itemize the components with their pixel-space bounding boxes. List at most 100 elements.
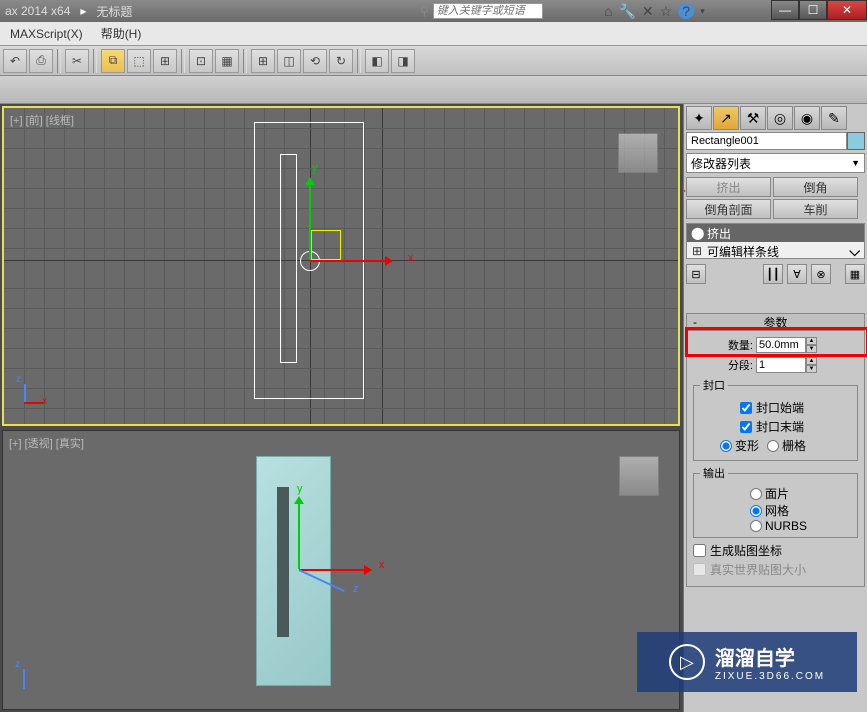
tb-6[interactable]: ⊞ bbox=[153, 49, 177, 73]
tb-8[interactable]: ▦ bbox=[215, 49, 239, 73]
toolbar-separator bbox=[93, 49, 97, 73]
viewcube[interactable] bbox=[619, 456, 659, 496]
maximize-button[interactable]: ☐ bbox=[799, 0, 827, 20]
menu-help[interactable]: 帮助(H) bbox=[101, 25, 142, 42]
amount-spinner[interactable]: ▲ ▼ bbox=[756, 337, 858, 353]
tab-create[interactable]: ✦ bbox=[686, 106, 712, 130]
tb-14[interactable]: ◨ bbox=[391, 49, 415, 73]
tab-utilities[interactable]: ✎ bbox=[821, 106, 847, 130]
nurbs-radio[interactable] bbox=[750, 520, 762, 532]
params-rollout-body: 数量: ▲ ▼ 分段: ▲ ▼ bbox=[686, 331, 865, 587]
viewport-front[interactable]: [+] [前] [线框] x y z x bbox=[2, 106, 680, 426]
house-icon[interactable]: ⌂ bbox=[604, 3, 612, 19]
segments-input[interactable] bbox=[756, 357, 806, 373]
viewport-label[interactable]: [+] [透视] [真实] bbox=[9, 435, 84, 451]
tb-13[interactable]: ◧ bbox=[365, 49, 389, 73]
object-color-swatch[interactable] bbox=[847, 132, 865, 150]
remove-modifier-button[interactable]: ⊗ bbox=[811, 264, 831, 284]
minimize-button[interactable]: — bbox=[771, 0, 799, 20]
tb-4[interactable]: ⧉ bbox=[101, 49, 125, 73]
wrench-icon[interactable]: 🔧 bbox=[618, 3, 635, 20]
configure-sets-button[interactable]: ▦ bbox=[845, 264, 865, 284]
tb-3[interactable]: ✂ bbox=[65, 49, 89, 73]
spinner-up-icon[interactable]: ▲ bbox=[806, 337, 817, 345]
show-end-result-button[interactable]: ┃┃ bbox=[763, 264, 783, 284]
tb-12[interactable]: ↻ bbox=[329, 49, 353, 73]
spinner-up-icon[interactable]: ▲ bbox=[806, 357, 817, 365]
amount-input[interactable] bbox=[756, 337, 806, 353]
title-icon-group: ⌂ 🔧 ✕ ☆ ? ▾ bbox=[604, 3, 705, 20]
viewports-container: [+] [前] [线框] x y z x [+] [透视] [真实] bbox=[0, 104, 683, 712]
patch-radio[interactable] bbox=[750, 488, 762, 500]
cap-end-checkbox[interactable] bbox=[740, 421, 752, 433]
watermark-cn: 溜溜自学 bbox=[715, 642, 825, 671]
stack-item-label: 挤出 bbox=[707, 225, 731, 242]
segments-spinner[interactable]: ▲ ▼ bbox=[756, 357, 858, 373]
search-input[interactable] bbox=[433, 3, 543, 19]
grid-radio[interactable] bbox=[767, 440, 779, 452]
stack-item-spline[interactable]: ⊞ 可编辑样条线 ⌵ bbox=[687, 242, 864, 260]
main-area: [+] [前] [线框] x y z x [+] [透视] [真实] bbox=[0, 104, 867, 712]
morph-radio[interactable] bbox=[720, 440, 732, 452]
cap-start-label: 封口始端 bbox=[756, 399, 804, 416]
real-world-checkbox bbox=[693, 563, 706, 576]
tab-motion[interactable]: ◎ bbox=[767, 106, 793, 130]
x-icon[interactable]: ✕ bbox=[642, 3, 654, 20]
stack-item-extrude[interactable]: ⬤ 挤出 bbox=[687, 224, 864, 242]
secondary-toolbar bbox=[0, 76, 867, 104]
gizmo-z-label: z bbox=[353, 583, 359, 595]
tb-5[interactable]: ⬚ bbox=[127, 49, 151, 73]
viewport-label[interactable]: [+] [前] [线框] bbox=[10, 112, 74, 128]
toolbar-separator bbox=[57, 49, 61, 73]
mesh-radio[interactable] bbox=[750, 505, 762, 517]
tb-11[interactable]: ⟲ bbox=[303, 49, 327, 73]
axis-z-label: z bbox=[16, 374, 21, 385]
close-button[interactable]: ✕ bbox=[827, 0, 867, 20]
gen-map-checkbox[interactable] bbox=[693, 544, 706, 557]
lathe-button[interactable]: 车削 bbox=[773, 199, 858, 219]
bevel-button[interactable]: 倒角 bbox=[773, 177, 858, 197]
help-icon[interactable]: ? bbox=[678, 3, 694, 19]
spinner-down-icon[interactable]: ▼ bbox=[806, 365, 817, 373]
perspective-object bbox=[256, 456, 331, 686]
nurbs-label: NURBS bbox=[765, 519, 807, 533]
title-caret[interactable]: ▸ bbox=[80, 4, 86, 18]
viewcube[interactable] bbox=[618, 133, 658, 173]
tb-undo[interactable]: ↶ bbox=[3, 49, 27, 73]
help-dropdown-icon[interactable]: ▾ bbox=[700, 6, 705, 17]
main-toolbar: ↶ ⎙ ✂ ⧉ ⬚ ⊞ ⊡ ▦ ⊞ ◫ ⟲ ↻ ◧ ◨ bbox=[0, 46, 867, 76]
params-rollout-header[interactable]: - 参数 bbox=[686, 313, 865, 331]
tab-hierarchy[interactable]: ⚒ bbox=[740, 106, 766, 130]
perspective-object-inner bbox=[277, 487, 289, 637]
toolbar-separator bbox=[243, 49, 247, 73]
viewport-perspective[interactable]: [+] [透视] [真实] x y z z bbox=[2, 430, 680, 710]
corner-axes-icon: z bbox=[13, 659, 53, 699]
cap-group: 封口 封口始端 封口末端 变形 栅格 bbox=[693, 377, 858, 461]
spinner-down-icon[interactable]: ▼ bbox=[806, 345, 817, 353]
wireframe-inner-rect bbox=[280, 154, 297, 363]
bevel-profile-button[interactable]: 倒角剖面 bbox=[686, 199, 771, 219]
tab-display[interactable]: ◉ bbox=[794, 106, 820, 130]
modifier-list-dropdown[interactable]: 修改器列表 bbox=[686, 153, 865, 173]
menu-maxscript[interactable]: MAXScript(X) bbox=[10, 27, 83, 41]
star-icon[interactable]: ☆ bbox=[660, 3, 673, 20]
pin-stack-button[interactable]: ⊟ bbox=[686, 264, 706, 284]
stack-item-label: 可编辑样条线 bbox=[707, 243, 779, 260]
tb-10[interactable]: ◫ bbox=[277, 49, 301, 73]
tb-save[interactable]: ⎙ bbox=[29, 49, 53, 73]
stack-toolbar: ⊟ ┃┃ ∀ ⊗ ▦ bbox=[686, 263, 865, 285]
cap-start-checkbox[interactable] bbox=[740, 402, 752, 414]
tb-7[interactable]: ⊡ bbox=[189, 49, 213, 73]
toolbar-separator bbox=[357, 49, 361, 73]
extrude-button[interactable]: 挤出 bbox=[686, 177, 771, 197]
watermark-play-icon: ▷ bbox=[669, 644, 705, 680]
tab-modify[interactable]: ↗ bbox=[713, 106, 739, 130]
object-name-input[interactable] bbox=[686, 132, 847, 150]
mesh-label: 网格 bbox=[765, 502, 789, 519]
make-unique-button[interactable]: ∀ bbox=[787, 264, 807, 284]
grid-label: 栅格 bbox=[782, 437, 806, 454]
title-search-area: ⚲ bbox=[420, 3, 543, 19]
segments-label: 分段: bbox=[693, 357, 753, 373]
tb-9[interactable]: ⊞ bbox=[251, 49, 275, 73]
modifier-stack[interactable]: ⬤ 挤出 ⊞ 可编辑样条线 ⌵ bbox=[686, 223, 865, 259]
